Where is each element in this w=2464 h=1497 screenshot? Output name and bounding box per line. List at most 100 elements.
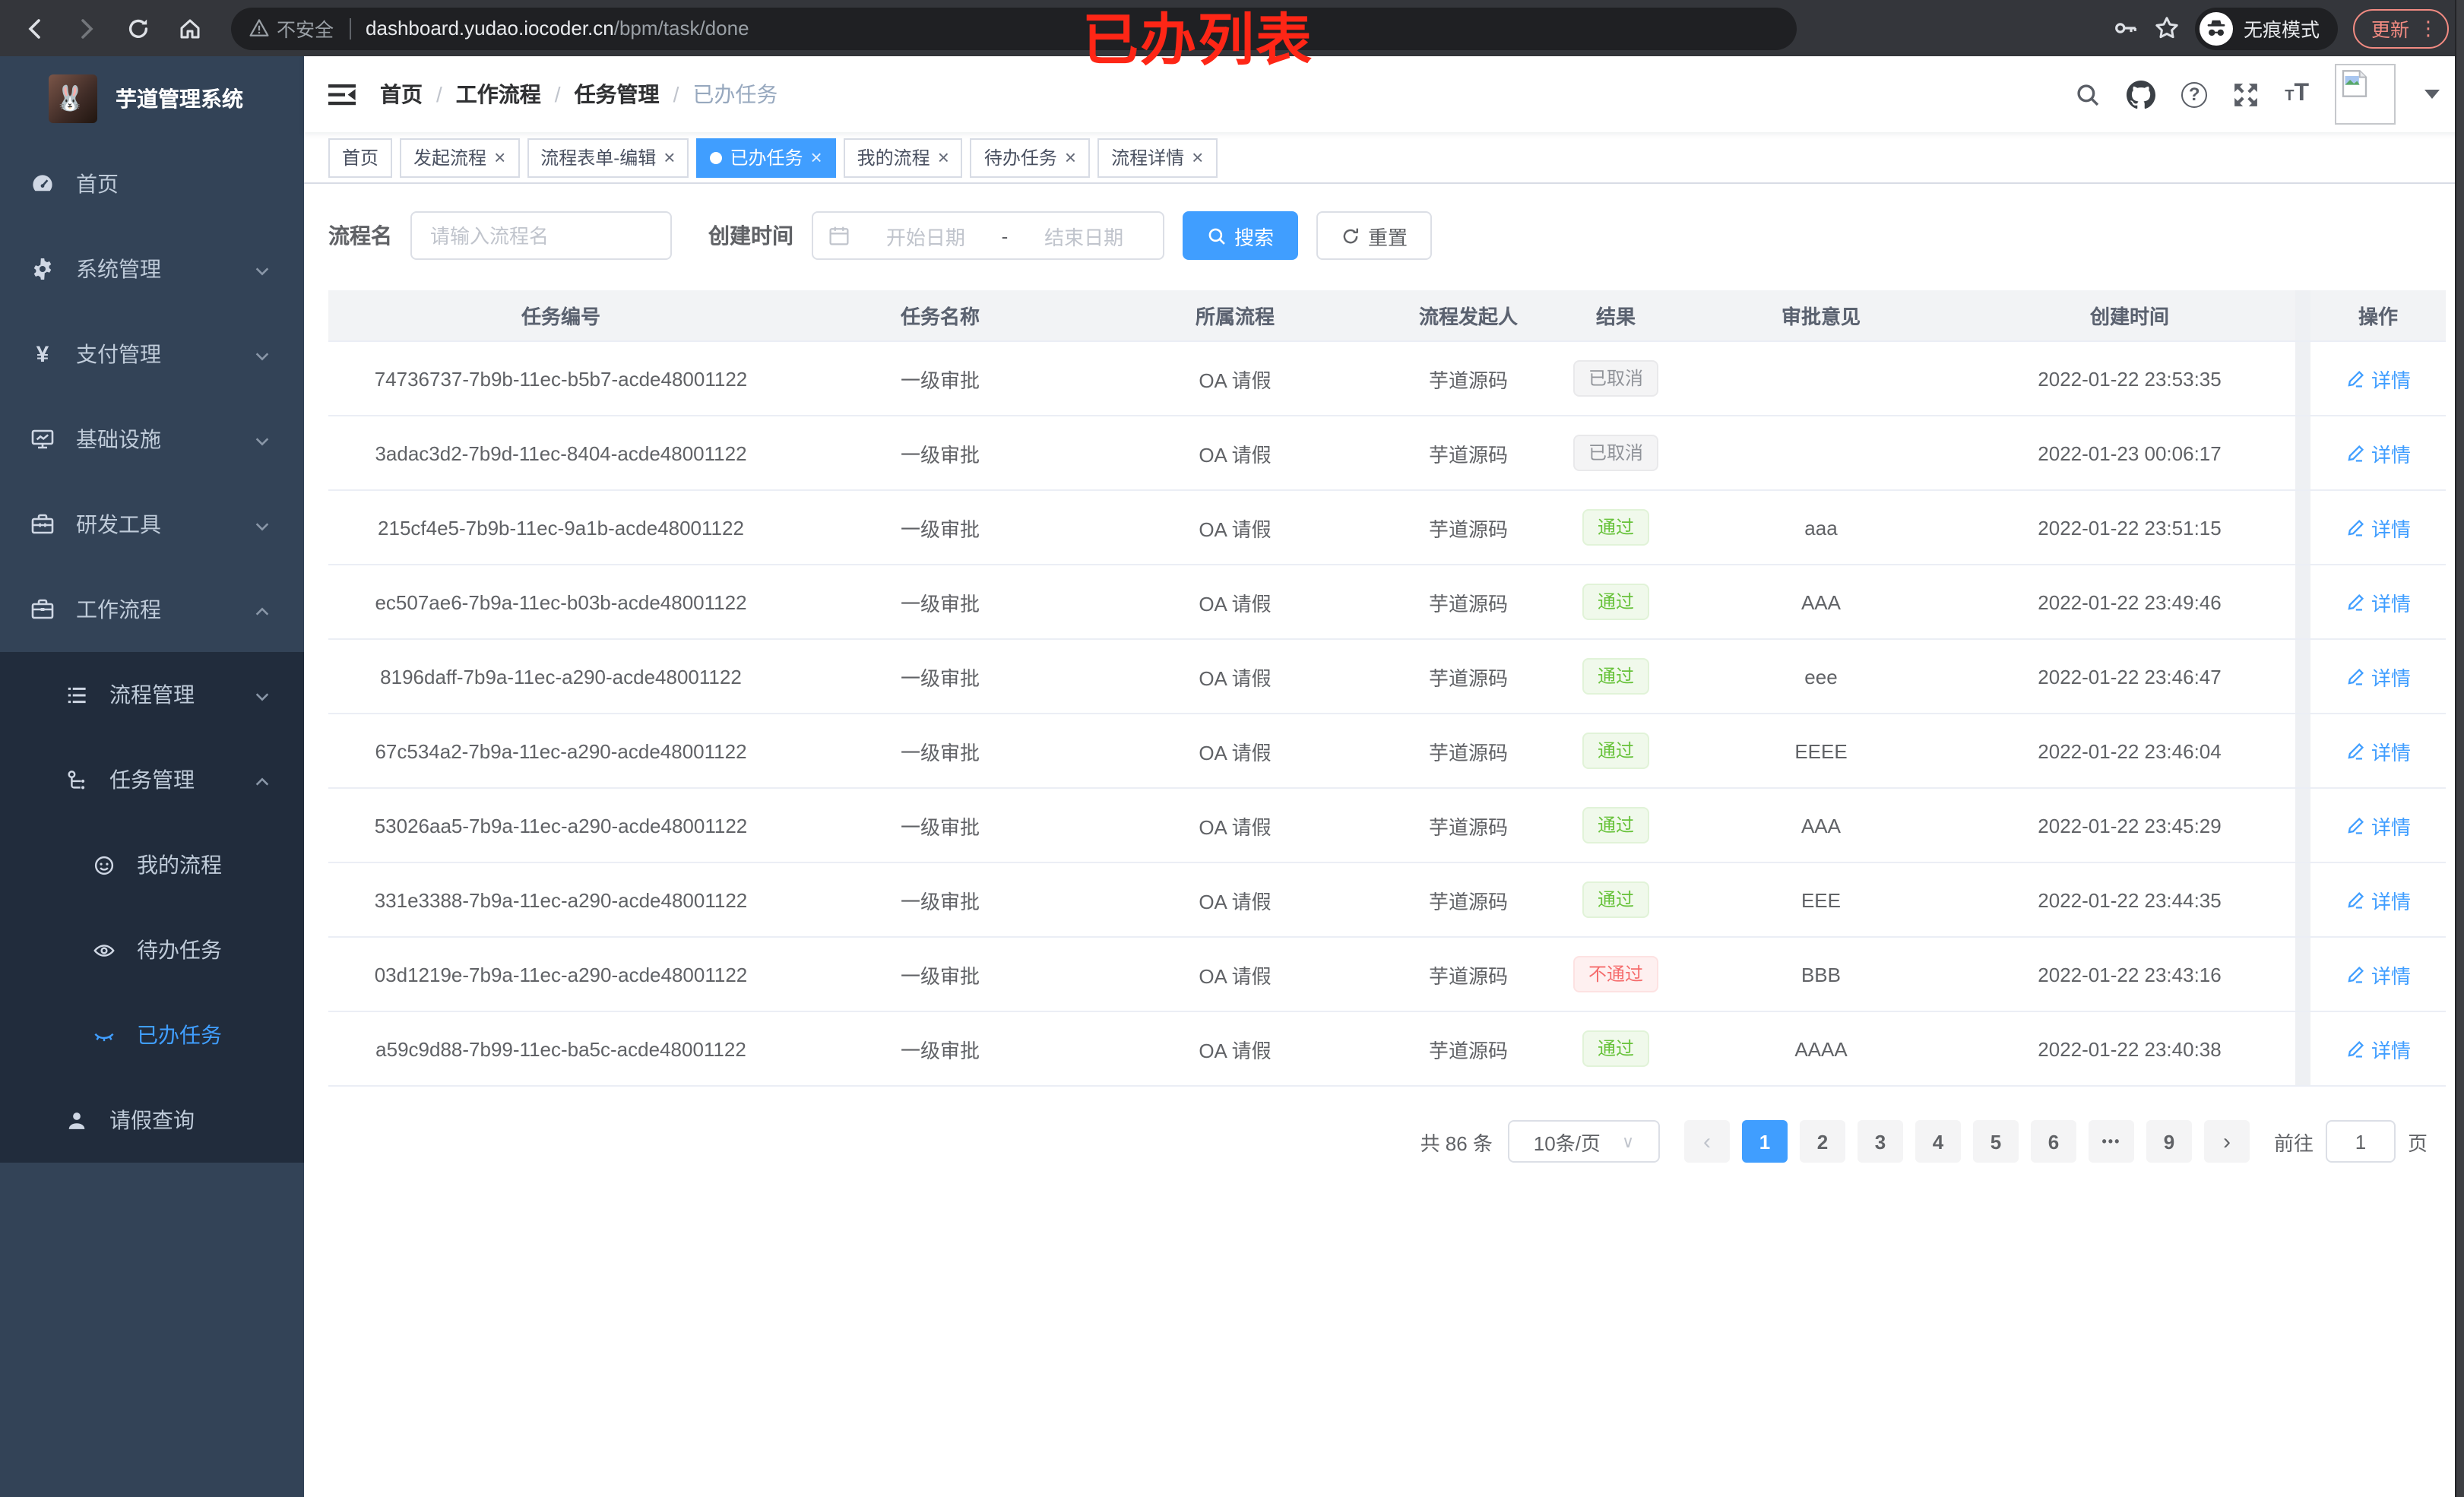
tab-start-process[interactable]: 发起流程 × (400, 138, 520, 177)
omnibox-divider (349, 17, 351, 39)
jump-label: 前往 (2273, 1131, 2314, 1154)
breadcrumb-current: 已办任务 (692, 82, 778, 106)
close-icon[interactable]: × (810, 146, 822, 169)
page-ellipsis-button[interactable]: ••• (2088, 1120, 2134, 1163)
detail-link[interactable]: 详情 (2345, 811, 2411, 840)
page-button-2[interactable]: 2 (1799, 1120, 1845, 1163)
sidebar-item-workflow[interactable]: 工作流程 (0, 567, 304, 652)
tab-process-detail[interactable]: 流程详情 × (1097, 138, 1218, 177)
tab-home[interactable]: 首页 (328, 138, 393, 177)
detail-link[interactable]: 详情 (2345, 587, 2411, 616)
security-warning[interactable]: 不安全 (249, 14, 334, 43)
cell-opinion: AAA (1800, 590, 1841, 613)
breadcrumb-task-mgmt[interactable]: 任务管理 (574, 82, 660, 106)
next-page-button[interactable]: › (2203, 1120, 2250, 1163)
font-size-icon[interactable]: TT (2285, 81, 2309, 106)
detail-link[interactable]: 详情 (2345, 960, 2411, 989)
result-badge: 不通过 (1572, 956, 1658, 992)
avatar-caret-icon[interactable] (2424, 90, 2440, 99)
page-button-5[interactable]: 5 (1972, 1120, 2019, 1163)
tab-todo-tasks[interactable]: 待办任务 × (970, 138, 1091, 177)
cell-process: OA 请假 (1199, 890, 1272, 913)
workflow-submenu: 流程管理 任务管理 我的流程 (0, 652, 304, 1163)
detail-link[interactable]: 详情 (2345, 736, 2411, 765)
jump-page-input[interactable] (2325, 1120, 2396, 1163)
sidebar-logo[interactable]: 芋道管理系统 (0, 56, 304, 141)
tab-done-tasks[interactable]: 已办任务 × (696, 138, 836, 177)
edit-pencil-icon (2348, 369, 2364, 387)
close-icon[interactable]: × (1064, 146, 1077, 169)
col-header-actions: 操作 (2358, 305, 2398, 328)
table-row: 331e3388-7b9a-11ec-a290-acde48001122 一级审… (328, 863, 2446, 938)
page-button-9[interactable]: 9 (2146, 1120, 2192, 1163)
table-row: 03d1219e-7b9a-11ec-a290-acde48001122 一级审… (328, 938, 2446, 1012)
github-icon[interactable] (2127, 80, 2156, 109)
cell-create-time: 2022-01-22 23:46:04 (2038, 739, 2222, 762)
breadcrumb-workflow[interactable]: 工作流程 (455, 82, 541, 106)
prev-page-button[interactable]: ‹ (1683, 1120, 1730, 1163)
home-icon (180, 18, 200, 38)
close-icon[interactable]: × (1192, 146, 1204, 169)
sidebar-item-my-process[interactable]: 我的流程 (0, 822, 304, 907)
page-size-select[interactable]: 10条/页 ∨ (1507, 1120, 1660, 1163)
browser-back-button[interactable] (15, 8, 55, 48)
sidebar-item-task-mgmt[interactable]: 任务管理 (0, 737, 304, 822)
chevron-down-icon (254, 260, 271, 284)
page-button-1[interactable]: 1 (1741, 1120, 1788, 1163)
cell-process: OA 请假 (1199, 592, 1272, 615)
cell-task-name: 一级审批 (900, 517, 980, 540)
detail-link[interactable]: 详情 (2345, 364, 2411, 393)
browser-reload-button[interactable] (119, 8, 158, 48)
page-button-4[interactable]: 4 (1915, 1120, 1961, 1163)
incognito-badge[interactable]: 无痕模式 (2194, 7, 2338, 49)
sidebar-item-system[interactable]: 系统管理 (0, 226, 304, 312)
page-button-6[interactable]: 6 (2030, 1120, 2076, 1163)
detail-link[interactable]: 详情 (2345, 1034, 2411, 1063)
url-bar[interactable]: 不安全 dashboard.yudao.iocoder.cn/bpm/task/… (231, 7, 1797, 49)
browser-forward-button[interactable] (67, 8, 106, 48)
sidebar-item-process-mgmt[interactable]: 流程管理 (0, 652, 304, 737)
key-icon[interactable] (2113, 15, 2139, 41)
sidebar-item-devtools[interactable]: 研发工具 (0, 482, 304, 567)
page-button-3[interactable]: 3 (1857, 1120, 1903, 1163)
tab-my-process[interactable]: 我的流程 × (843, 138, 963, 177)
sidebar-item-todo-tasks[interactable]: 待办任务 (0, 907, 304, 992)
breadcrumb-home[interactable]: 首页 (380, 82, 423, 106)
detail-link[interactable]: 详情 (2345, 438, 2411, 467)
date-range-picker[interactable]: 开始日期 - 结束日期 (812, 211, 1164, 260)
cell-task-name: 一级审批 (900, 592, 980, 615)
close-icon[interactable]: × (494, 146, 506, 169)
browser-update-button[interactable]: 更新 ⋮ (2352, 8, 2449, 48)
fullscreen-icon[interactable] (2233, 81, 2259, 107)
browser-home-button[interactable] (170, 8, 210, 48)
help-icon[interactable]: ? (2181, 81, 2208, 107)
edit-pencil-icon (2348, 816, 2364, 834)
sidebar-item-done-tasks[interactable]: 已办任务 (0, 992, 304, 1078)
detail-link[interactable]: 详情 (2345, 885, 2411, 914)
table-row: 215cf4e5-7b9b-11ec-9a1b-acde48001122 一级审… (328, 491, 2446, 565)
sidebar-item-infra[interactable]: 基础设施 (0, 397, 304, 482)
sidebar-item-leave-query[interactable]: 请假查询 (0, 1078, 304, 1163)
done-task-table: 任务编号 任务名称 所属流程 流程发起人 结果 审批意见 创建时间 操作 747… (328, 290, 2446, 1087)
result-badge: 通过 (1582, 1030, 1649, 1067)
close-icon[interactable]: × (937, 146, 949, 169)
sidebar-item-label: 支付管理 (76, 342, 161, 366)
process-name-input[interactable] (410, 211, 672, 260)
detail-link[interactable]: 详情 (2345, 513, 2411, 542)
detail-link[interactable]: 详情 (2345, 662, 2411, 691)
browser-menu-icon[interactable]: ⋮ (2418, 16, 2438, 39)
search-icon[interactable] (2075, 81, 2101, 107)
update-label: 更新 (2371, 20, 2409, 41)
tab-process-form-edit[interactable]: 流程表单-编辑 × (527, 138, 689, 177)
search-button[interactable]: 搜索 (1183, 211, 1299, 260)
sidebar-toggle-button[interactable] (328, 83, 356, 106)
sidebar-item-home[interactable]: 首页 (0, 141, 304, 226)
bookmark-star-icon[interactable] (2154, 15, 2180, 41)
main-content: 流程名 创建时间 开始日期 - 结束日期 搜索 (304, 184, 2464, 1497)
cell-opinion: BBB (1800, 963, 1841, 986)
close-icon[interactable]: × (664, 146, 676, 169)
reset-button[interactable]: 重置 (1316, 211, 1433, 260)
avatar[interactable] (2335, 64, 2396, 125)
cell-task-name: 一级审批 (900, 1039, 980, 1062)
sidebar-item-payment[interactable]: ¥ 支付管理 (0, 312, 304, 397)
